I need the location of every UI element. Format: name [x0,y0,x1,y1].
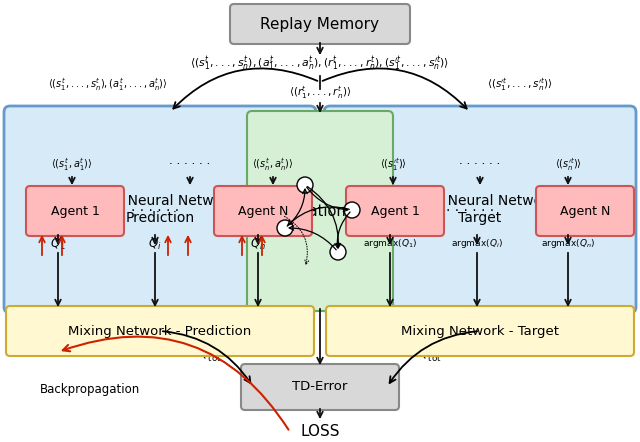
Text: Agents Neural Network -
Target: Agents Neural Network - Target [395,194,565,225]
FancyBboxPatch shape [4,106,316,313]
FancyBboxPatch shape [6,306,314,356]
FancyBboxPatch shape [214,186,312,236]
Text: $\langle(s^{\prime t}_1,...,s^{\prime t}_n)\rangle$: $\langle(s^{\prime t}_1,...,s^{\prime t}… [487,76,553,93]
Circle shape [297,177,313,193]
Text: Replay Memory: Replay Memory [260,16,380,31]
Text: Mixing Network - Prediction: Mixing Network - Prediction [68,324,252,338]
Circle shape [344,202,360,218]
Text: · · · · · ·: · · · · · · [131,204,179,218]
Text: $Q_1$: $Q_1$ [50,236,66,251]
Text: Agent N: Agent N [238,205,288,217]
Text: LOSS: LOSS [300,424,340,439]
Text: $\langle(s^t_1,a^t_1)\rangle$: $\langle(s^t_1,a^t_1)\rangle$ [51,156,93,173]
Text: · · · · · ·: · · · · · · [446,204,494,218]
Text: $\langle(s^{\prime t}_1)\rangle$: $\langle(s^{\prime t}_1)\rangle$ [380,156,406,173]
FancyBboxPatch shape [26,186,124,236]
Text: Agents Neural Network -
Prediction: Agents Neural Network - Prediction [75,194,245,225]
Text: $\langle(s^t_n,a^t_n)\rangle$: $\langle(s^t_n,a^t_n)\rangle$ [252,156,294,173]
Text: $\langle(r^t_1,...,r^t_n)\rangle$: $\langle(r^t_1,...,r^t_n)\rangle$ [289,84,351,101]
Circle shape [277,220,293,236]
Text: $Q^T_\mathrm{tot}$: $Q^T_\mathrm{tot}$ [418,345,442,365]
Text: Agent 1: Agent 1 [51,205,99,217]
Text: $\langle(s^t_1,...,s^t_n),(a^t_1,...,a^t_n),(r^t_1,...,r^t_n),(s^{\prime t}_1,..: $\langle(s^t_1,...,s^t_n),(a^t_1,...,a^t… [191,55,449,73]
FancyBboxPatch shape [536,186,634,236]
FancyBboxPatch shape [230,4,410,44]
Text: $\mathrm{argmax}(Q_1)$: $\mathrm{argmax}(Q_1)$ [363,237,417,251]
FancyBboxPatch shape [324,106,636,313]
Text: Mixing Network - Target: Mixing Network - Target [401,324,559,338]
Text: · · · · · ·: · · · · · · [170,159,211,171]
Text: $\langle(s^t_1,...,s^t_n),(a^t_1,...,a^t_n)\rangle$: $\langle(s^t_1,...,s^t_n),(a^t_1,...,a^t… [48,76,168,93]
FancyBboxPatch shape [346,186,444,236]
FancyBboxPatch shape [247,111,393,311]
FancyBboxPatch shape [241,364,399,410]
Text: $\mathrm{argmax}(Q_i)$: $\mathrm{argmax}(Q_i)$ [451,237,503,251]
FancyBboxPatch shape [326,306,634,356]
Text: $Q^P_\mathrm{tot}$: $Q^P_\mathrm{tot}$ [198,345,222,365]
Text: $R_\mathrm{team}$: $R_\mathrm{team}$ [338,335,371,350]
Text: Agent 1: Agent 1 [371,205,419,217]
Text: · · · · · ·: · · · · · · [460,159,500,171]
Text: Agent N: Agent N [560,205,610,217]
Text: $Q_i$: $Q_i$ [148,236,162,251]
Text: Backpropagation: Backpropagation [40,384,140,396]
Text: Relations: Relations [286,203,354,218]
Text: $\mathrm{argmax}(Q_n)$: $\mathrm{argmax}(Q_n)$ [541,237,595,251]
Text: $Q_n$: $Q_n$ [250,236,266,251]
Circle shape [330,244,346,260]
Text: TD-Error: TD-Error [292,381,348,393]
Text: $\langle(s^{\prime t}_n)\rangle$: $\langle(s^{\prime t}_n)\rangle$ [555,156,581,173]
